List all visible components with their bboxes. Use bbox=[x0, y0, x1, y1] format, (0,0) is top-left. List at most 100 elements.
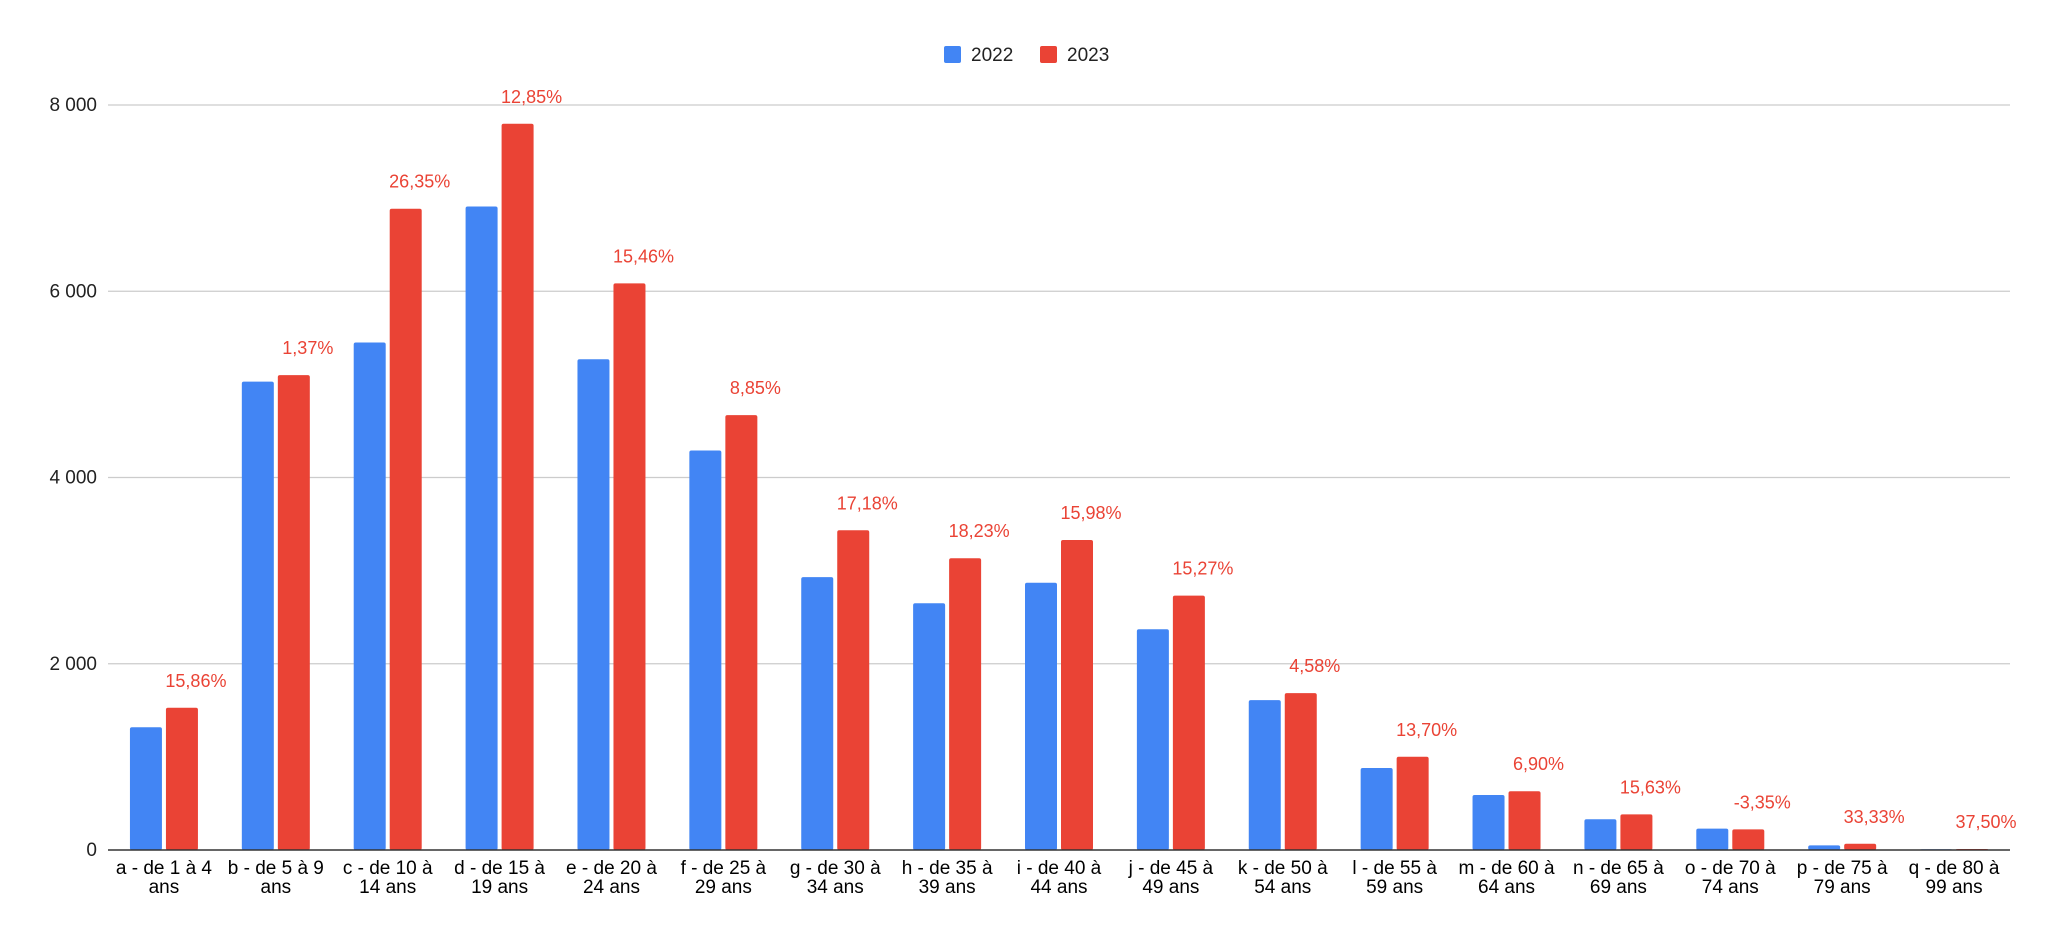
data-label-5: 8,85% bbox=[730, 378, 781, 398]
x-tick-label: e - de 20 à bbox=[566, 858, 657, 879]
x-tick-label: 44 ans bbox=[1030, 877, 1087, 898]
x-tick-label: 64 ans bbox=[1478, 877, 1535, 898]
data-label-4: 15,46% bbox=[613, 246, 674, 266]
bar-2023-12 bbox=[1508, 791, 1541, 850]
data-label-12: 6,90% bbox=[1513, 754, 1564, 774]
x-tick-label: i - de 40 à bbox=[1017, 858, 1102, 879]
x-tick-label: a - de 1 à 4 bbox=[116, 858, 213, 879]
gridlines bbox=[108, 104, 2010, 665]
bar-2023-4 bbox=[613, 283, 646, 851]
x-tick-label: ans bbox=[149, 877, 180, 898]
y-tick-label: 0 bbox=[86, 840, 97, 861]
x-tick-label: l - de 55 à bbox=[1352, 858, 1437, 879]
bar-2023-1 bbox=[277, 375, 310, 850]
x-tick-label: g - de 30 à bbox=[790, 858, 881, 879]
data-label-10: 4,58% bbox=[1289, 656, 1340, 676]
bar-2023-10 bbox=[1284, 693, 1317, 850]
bar-2023-3 bbox=[501, 123, 534, 850]
data-label-11: 13,70% bbox=[1396, 720, 1457, 740]
x-tick-label: b - de 5 à 9 bbox=[228, 858, 324, 879]
x-tick-label: j - de 45 à bbox=[1128, 858, 1214, 879]
bar-2023-5 bbox=[725, 415, 758, 850]
data-label-1: 1,37% bbox=[282, 338, 333, 358]
bar-2022-15 bbox=[1808, 845, 1841, 850]
data-label-15: 33,33% bbox=[1844, 807, 1905, 827]
y-axis: 0 2 000 4 000 6 000 8 000 bbox=[49, 95, 97, 861]
bar-2022-2 bbox=[353, 342, 386, 850]
data-label-13: 15,63% bbox=[1620, 777, 1681, 797]
x-tick-label: h - de 35 à bbox=[902, 858, 993, 879]
x-tick-label: 99 ans bbox=[1926, 877, 1983, 898]
y-tick-label: 2 000 bbox=[49, 654, 97, 675]
legend-swatch-2023 bbox=[1040, 46, 1057, 63]
x-tick-label: k - de 50 à bbox=[1238, 858, 1328, 879]
bar-2023-13 bbox=[1620, 814, 1653, 850]
bar-2022-1 bbox=[241, 381, 274, 850]
bar-2023-7 bbox=[949, 558, 982, 850]
x-tick-label: 69 ans bbox=[1590, 877, 1647, 898]
x-tick-label: d - de 15 à bbox=[454, 858, 545, 879]
x-tick-label: o - de 70 à bbox=[1685, 858, 1776, 879]
legend-label-2023: 2023 bbox=[1067, 45, 1109, 66]
data-label-6: 17,18% bbox=[837, 493, 898, 513]
bars bbox=[129, 123, 1989, 851]
bar-2023-9 bbox=[1172, 595, 1205, 850]
x-tick-label: 14 ans bbox=[359, 877, 416, 898]
bar-2022-13 bbox=[1584, 819, 1617, 850]
bar-2022-3 bbox=[465, 206, 498, 851]
bar-2022-9 bbox=[1136, 629, 1169, 850]
x-tick-label: c - de 10 à bbox=[343, 858, 433, 879]
y-tick-label: 8 000 bbox=[49, 95, 97, 116]
data-label-3: 12,85% bbox=[501, 87, 562, 107]
data-label-2: 26,35% bbox=[389, 172, 450, 192]
y-tick-label: 4 000 bbox=[49, 468, 97, 489]
data-labels: 15,86% 1,37% 26,35% 12,85% 15,46% 8,85% 17,18%… bbox=[165, 87, 2016, 832]
data-label-7: 18,23% bbox=[949, 521, 1010, 541]
x-tick-label: 74 ans bbox=[1702, 877, 1759, 898]
bar-2022-8 bbox=[1025, 582, 1057, 850]
x-tick-label: ans bbox=[261, 877, 292, 898]
x-tick-label: 39 ans bbox=[919, 877, 976, 898]
bar-2022-11 bbox=[1360, 768, 1393, 850]
bar-2023-0 bbox=[165, 707, 198, 850]
bar-2022-7 bbox=[913, 603, 946, 850]
x-tick-label: 29 ans bbox=[695, 877, 752, 898]
bar-2023-2 bbox=[389, 208, 422, 850]
x-tick-label: 54 ans bbox=[1254, 877, 1311, 898]
x-tick-label: f - de 25 à bbox=[681, 858, 767, 879]
x-tick-label: 19 ans bbox=[471, 877, 528, 898]
bar-2022-5 bbox=[689, 450, 722, 850]
bar-2022-14 bbox=[1696, 828, 1729, 850]
x-tick-label: 34 ans bbox=[807, 877, 864, 898]
x-tick-label: q - de 80 à bbox=[1909, 858, 2000, 879]
x-tick-label: p - de 75 à bbox=[1797, 858, 1888, 879]
x-tick-label: m - de 60 à bbox=[1458, 858, 1555, 879]
x-tick-label: 79 ans bbox=[1814, 877, 1871, 898]
x-tick-label: 49 ans bbox=[1142, 877, 1199, 898]
data-label-0: 15,86% bbox=[165, 671, 226, 691]
data-label-16: 37,50% bbox=[1956, 812, 2017, 832]
bar-2022-4 bbox=[577, 359, 610, 850]
legend-swatch-2022 bbox=[944, 46, 961, 63]
bar-2023-6 bbox=[837, 530, 870, 850]
data-label-9: 15,27% bbox=[1172, 559, 1233, 579]
bar-2023-15 bbox=[1844, 843, 1877, 850]
legend: 2022 2023 bbox=[944, 45, 1109, 66]
bar-2022-6 bbox=[801, 577, 834, 850]
x-tick-label: 59 ans bbox=[1366, 877, 1423, 898]
bar-2022-0 bbox=[129, 727, 162, 850]
data-label-8: 15,98% bbox=[1060, 503, 1121, 523]
legend-label-2022: 2022 bbox=[971, 45, 1013, 66]
data-label-14: -3,35% bbox=[1734, 792, 1791, 812]
x-tick-label: 24 ans bbox=[583, 877, 640, 898]
x-tick-label: n - de 65 à bbox=[1573, 858, 1664, 879]
bar-2023-14 bbox=[1732, 829, 1765, 850]
bar-2022-10 bbox=[1248, 700, 1281, 850]
y-tick-label: 6 000 bbox=[49, 281, 97, 302]
bar-2022-12 bbox=[1472, 795, 1505, 850]
bar-2023-8 bbox=[1061, 539, 1093, 850]
bar-2023-11 bbox=[1396, 756, 1429, 850]
